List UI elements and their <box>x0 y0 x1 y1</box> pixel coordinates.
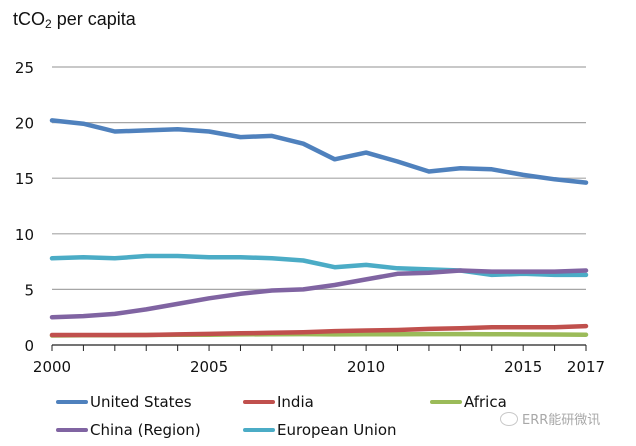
y-tick-label-25: 25 <box>15 59 34 77</box>
legend-item-china: China (Region) <box>56 421 201 439</box>
series-line-china-region <box>49 268 589 320</box>
series-line-european-union <box>49 253 589 278</box>
legend-label: India <box>277 393 314 411</box>
legend-item-european-union: European Union <box>243 421 397 439</box>
y-tick-label-5: 5 <box>24 281 34 299</box>
legend-swatch-china <box>56 428 88 432</box>
legend-swatch-india <box>243 400 275 404</box>
x-tick-label-2010: 2010 <box>347 358 385 376</box>
y-tick-label-0: 0 <box>24 337 34 355</box>
legend-swatch-africa <box>430 400 462 404</box>
y-axis-title: tCO2 per capita <box>13 9 136 31</box>
x-tick-label-2015: 2015 <box>504 358 542 376</box>
legend-swatch-united-states <box>56 400 88 404</box>
y-tick-label-20: 20 <box>15 115 34 133</box>
legend-item-united-states: United States <box>56 393 192 411</box>
legend-swatch-european-union <box>243 428 275 432</box>
legend-label: China (Region) <box>90 421 201 439</box>
legend-label: United States <box>90 393 192 411</box>
y-axis-title-rest: per capita <box>51 9 136 29</box>
wechat-icon <box>500 411 518 426</box>
watermark: ERR能研微讯 <box>500 409 600 428</box>
watermark-text: ERR能研微讯 <box>522 413 601 428</box>
line-chart: 0 5 10 15 20 25 2000 2005 2010 2015 2017 <box>15 59 605 376</box>
legend-item-africa: Africa <box>430 393 507 411</box>
legend-item-india: India <box>243 393 314 411</box>
x-tick-label-2017: 2017 <box>567 358 605 376</box>
legend-label: Africa <box>464 393 507 411</box>
x-tick-label-2000: 2000 <box>33 358 71 376</box>
x-tick-label-2005: 2005 <box>190 358 228 376</box>
y-tick-label-10: 10 <box>15 226 34 244</box>
series-line-united-states <box>49 118 589 185</box>
y-axis-title-main: tCO <box>13 9 46 29</box>
legend-label: European Union <box>277 421 397 439</box>
y-axis-title-subscript: 2 <box>45 17 52 31</box>
series-line-india <box>49 323 589 338</box>
y-tick-label-15: 15 <box>15 170 34 188</box>
chart-legend: United States India Africa China (Region… <box>0 392 636 446</box>
